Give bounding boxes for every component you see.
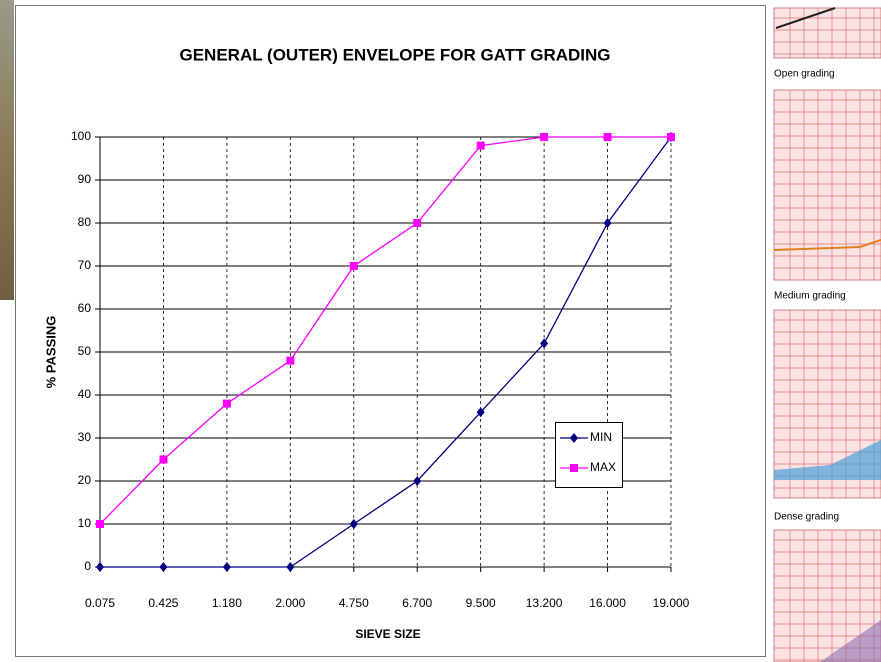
marker xyxy=(96,520,104,528)
y-tick-label: 80 xyxy=(78,215,92,229)
x-tick-label: 19.000 xyxy=(653,596,690,610)
y-tick-label: 40 xyxy=(78,387,92,401)
thumbnail-caption: Dense grading xyxy=(774,512,839,523)
x-tick-label: 16.000 xyxy=(589,596,626,610)
side-panel: Open grading Medium grading Dense grading xyxy=(771,8,881,662)
marker xyxy=(413,219,421,227)
y-tick-label: 10 xyxy=(78,516,92,530)
x-tick-label: 0.425 xyxy=(148,596,178,610)
marker xyxy=(477,142,485,150)
legend-label: MIN xyxy=(590,430,612,444)
x-tick-label: 2.000 xyxy=(275,596,305,610)
x-tick-label: 1.180 xyxy=(212,596,242,610)
y-tick-label: 0 xyxy=(84,559,91,573)
y-axis-label: % PASSING xyxy=(43,316,58,389)
x-tick-label: 13.200 xyxy=(526,596,563,610)
marker xyxy=(159,456,167,464)
x-axis-label: SIEVE SIZE xyxy=(355,627,420,641)
y-tick-label: 100 xyxy=(71,129,91,143)
marker xyxy=(223,400,231,408)
background-photo xyxy=(0,0,14,300)
marker xyxy=(604,133,612,141)
marker xyxy=(667,133,675,141)
legend-box xyxy=(556,423,623,488)
y-tick-label: 90 xyxy=(78,172,92,186)
x-tick-label: 6.700 xyxy=(402,596,432,610)
x-tick-label: 4.750 xyxy=(339,596,369,610)
legend-label: MAX xyxy=(590,460,616,474)
marker xyxy=(570,464,578,472)
marker xyxy=(540,133,548,141)
x-tick-label: 9.500 xyxy=(466,596,496,610)
chart-title: GENERAL (OUTER) ENVELOPE FOR GATT GRADIN… xyxy=(180,45,611,64)
y-tick-label: 30 xyxy=(78,430,92,444)
thumbnail-caption: Open grading xyxy=(774,69,835,80)
y-tick-label: 70 xyxy=(78,258,92,272)
marker xyxy=(350,262,358,270)
y-tick-label: 50 xyxy=(78,344,92,358)
y-tick-label: 60 xyxy=(78,301,92,315)
thumbnail-caption: Medium grading xyxy=(774,291,846,302)
chart-frame xyxy=(16,6,766,657)
x-tick-label: 0.075 xyxy=(85,596,115,610)
screenshot: Open gradingMedium gradingDense grading … xyxy=(0,0,881,662)
marker xyxy=(286,357,294,365)
y-tick-label: 20 xyxy=(78,473,92,487)
